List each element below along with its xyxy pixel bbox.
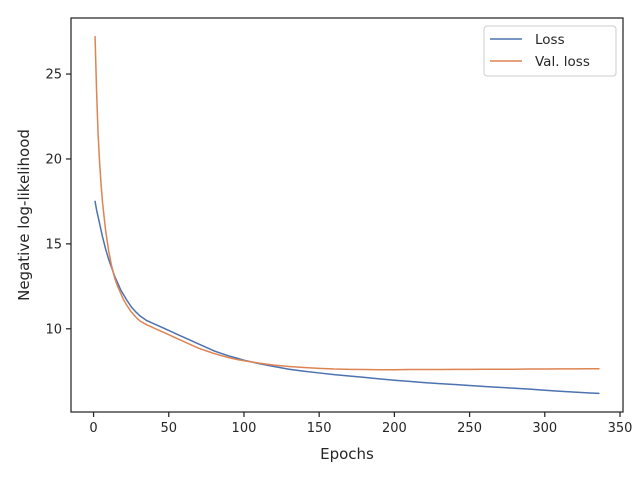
- y-axis-ticks: 10 15 20 25: [45, 68, 71, 337]
- x-tick-label: 150: [307, 421, 332, 436]
- x-tick-label: 100: [232, 421, 257, 436]
- y-tick-label: 20: [45, 152, 62, 167]
- x-tick-label: 200: [382, 421, 407, 436]
- legend: Loss Val. loss: [483, 25, 617, 77]
- x-tick-label: 300: [532, 421, 557, 436]
- y-tick-label: 15: [45, 237, 62, 252]
- legend-label-0: Loss: [535, 32, 565, 48]
- x-axis-title: Epochs: [320, 445, 374, 463]
- y-tick-label: 10: [45, 322, 62, 337]
- plot-frame: [70, 17, 624, 413]
- legend-label-1: Val. loss: [535, 54, 590, 70]
- series-group: [94, 35, 600, 395]
- series-line-1: [94, 35, 600, 371]
- x-tick-label: 350: [608, 421, 633, 436]
- x-tick-label: 0: [89, 421, 97, 436]
- x-axis-ticks: 0 50 100 150 200 250 300 350: [89, 412, 632, 436]
- x-tick-label: 50: [160, 421, 177, 436]
- y-tick-label: 25: [45, 68, 62, 83]
- x-tick-label: 250: [457, 421, 482, 436]
- y-axis-title: Negative log-likelihood: [15, 129, 33, 301]
